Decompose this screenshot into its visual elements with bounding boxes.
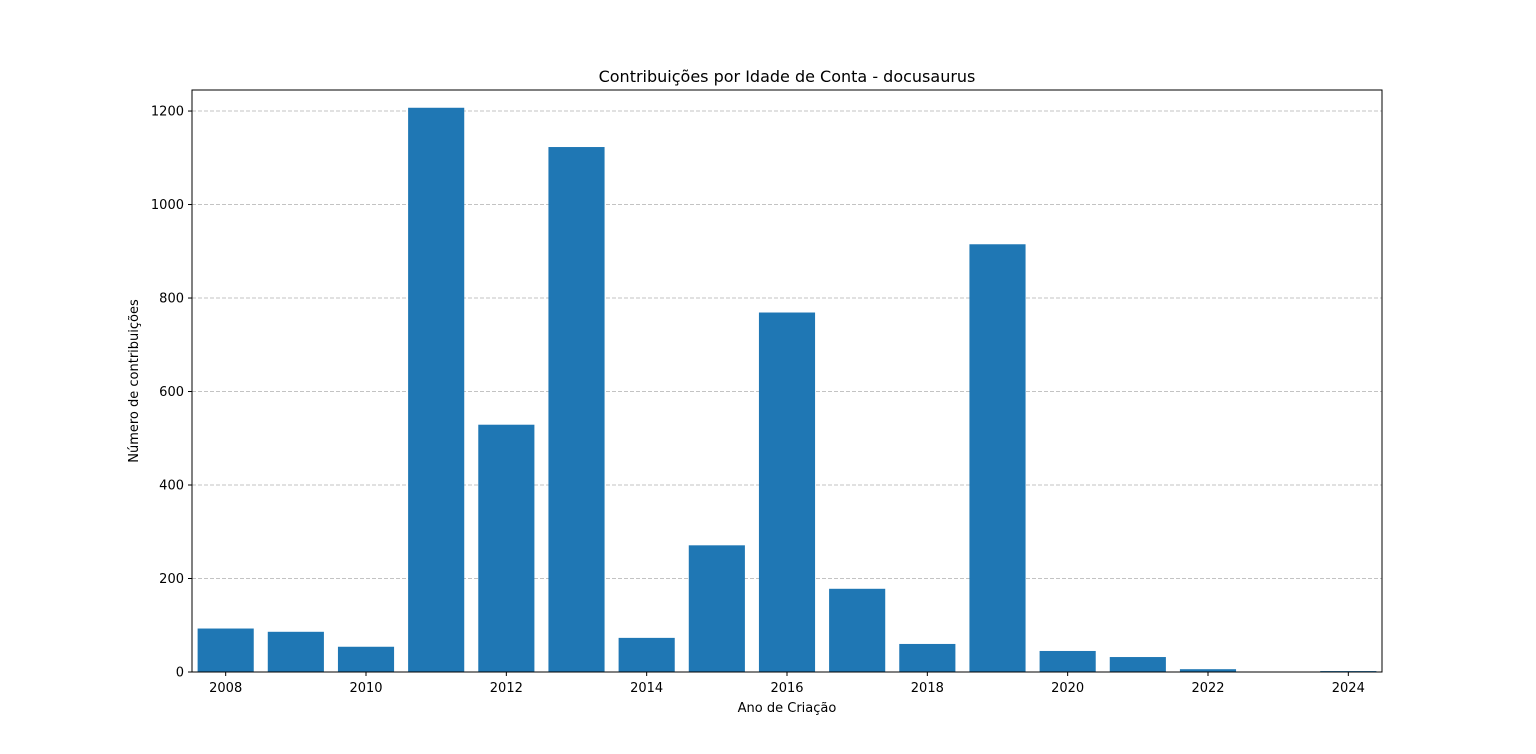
bar-2022 — [1179, 669, 1237, 672]
y-tick-label: 0 — [176, 666, 184, 681]
bar-2019 — [969, 244, 1026, 672]
y-tick-label: 800 — [159, 292, 184, 307]
bar-2021 — [1109, 657, 1166, 672]
y-axis-title: Número de contribuições — [127, 299, 142, 463]
bar-2017 — [829, 588, 886, 672]
bar-2015 — [688, 545, 745, 672]
x-tick-label: 2016 — [770, 681, 803, 696]
bar-2008 — [197, 628, 254, 672]
bar-2020 — [1039, 650, 1096, 672]
x-tick-label: 2018 — [911, 681, 944, 696]
y-axis: 0 200 400 600 800 1000 1200 — [151, 105, 192, 681]
y-tick-label: 400 — [159, 479, 184, 494]
bars — [197, 107, 1377, 673]
x-axis: 2008 2010 2012 2014 2016 2018 2020 2022 2024 — [209, 672, 1365, 696]
y-tick-label: 600 — [159, 385, 184, 400]
x-tick-label: 2010 — [349, 681, 382, 696]
bar-2012 — [478, 424, 535, 672]
x-tick-label: 2014 — [630, 681, 663, 696]
x-tick-label: 2022 — [1191, 681, 1224, 696]
bar-2009 — [267, 631, 324, 672]
bar-2011 — [408, 107, 465, 672]
x-tick-label: 2020 — [1051, 681, 1084, 696]
bar-2018 — [899, 643, 956, 672]
y-tick-label: 1200 — [151, 105, 184, 120]
x-tick-label: 2008 — [209, 681, 242, 696]
bar-2013 — [548, 147, 605, 673]
x-tick-label: 2024 — [1332, 681, 1365, 696]
bar-2010 — [337, 646, 395, 672]
bar-2016 — [758, 312, 816, 672]
x-axis-title: Ano de Criação — [738, 701, 837, 716]
chart-title: Contribuições por Idade de Conta - docus… — [599, 67, 976, 86]
y-tick-label: 1000 — [151, 198, 184, 213]
bar-2014 — [618, 637, 675, 672]
x-tick-label: 2012 — [490, 681, 523, 696]
y-tick-label: 200 — [159, 572, 184, 587]
